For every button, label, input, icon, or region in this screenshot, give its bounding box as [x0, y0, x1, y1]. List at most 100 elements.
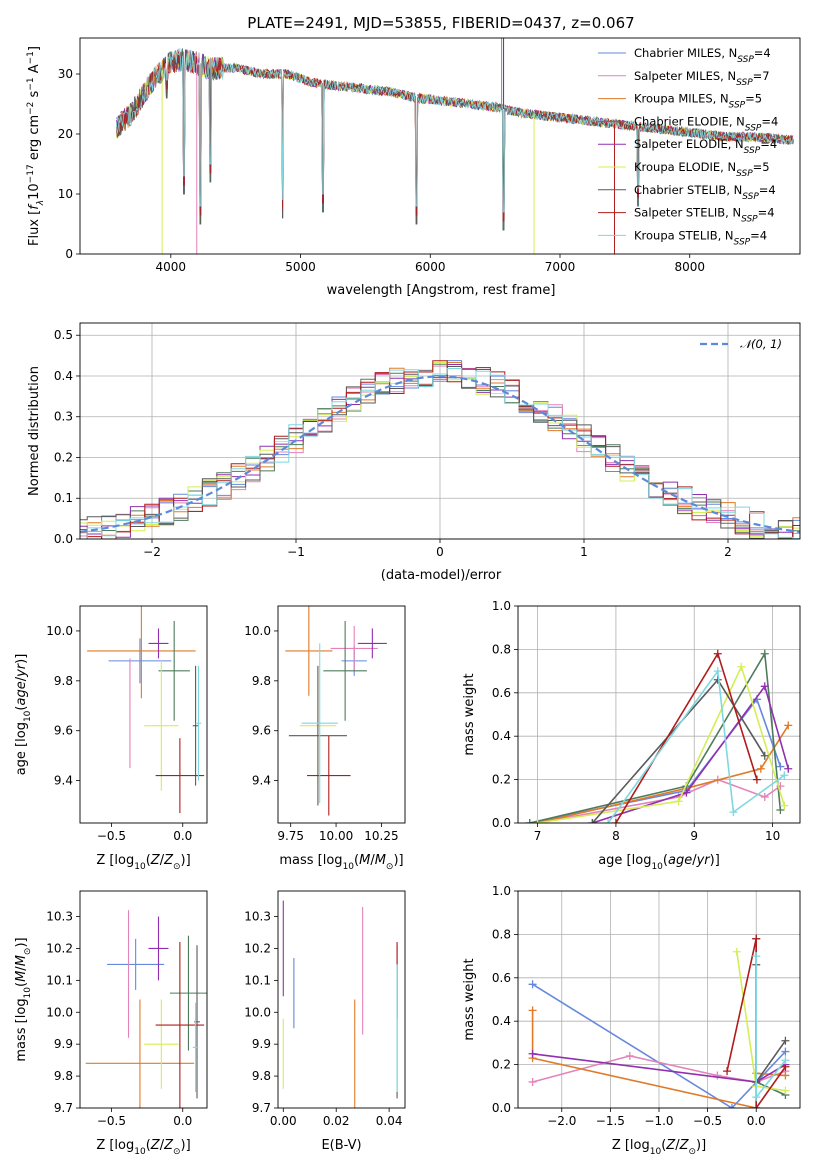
x-tick-label: 8 — [612, 829, 620, 843]
legend-entry: 𝒩(0, 1) — [740, 337, 782, 351]
label-part: / — [692, 853, 697, 868]
y-tick-label: 9.9 — [252, 1037, 271, 1051]
label-part: erg cm — [27, 115, 42, 164]
label-part: M — [14, 955, 29, 966]
legend-entry: Salpeter ELODIE, NSSP=4 — [634, 137, 777, 156]
label-part: =4 — [760, 137, 777, 151]
label-part: ] — [27, 46, 42, 51]
x-tick-label: 0 — [436, 545, 444, 559]
legend-entry: Chabrier ELODIE, NSSP=4 — [634, 114, 778, 133]
figure-title: PLATE=2491, MJD=53855, FIBERID=0437, z=0… — [247, 14, 634, 32]
y-tick-label: 0.2 — [492, 1058, 511, 1072]
label-part: =4 — [761, 114, 778, 128]
y-tick-label: 0.3 — [54, 410, 73, 424]
y-tick-label: 10.0 — [244, 624, 271, 638]
x-tick-label: −0.5 — [97, 1114, 126, 1128]
label-part: / — [160, 1138, 165, 1153]
spectrum-axes: 4000 5000 6000 7000 8000 0 10 20 30 wavelength [A… — [26, 37, 801, 298]
label-part: Z [log — [96, 1138, 134, 1153]
y-tick-label: 10.0 — [46, 1005, 73, 1019]
weight-marker — [781, 1047, 790, 1056]
weight-marker — [732, 947, 741, 956]
x-axis-label: E(B-V) — [321, 1138, 361, 1153]
y-tick-label: 1.0 — [492, 884, 511, 898]
label-part: ⊙ — [688, 1147, 696, 1157]
x-tick-label: 4000 — [156, 260, 187, 274]
y-tick-label: 10.2 — [244, 941, 271, 955]
label-part: s — [27, 90, 42, 101]
label-part: mass [log — [279, 853, 342, 868]
weight-marker — [781, 1071, 790, 1080]
label-part: yr — [696, 853, 712, 868]
legend-entry: Chabrier STELIB, NSSP=4 — [634, 183, 776, 202]
spectrum-line — [115, 47, 794, 213]
label-part: E(B-V) — [321, 1138, 361, 1153]
weight-marker — [713, 649, 722, 658]
y-tick-label: 9.8 — [252, 674, 271, 688]
label-part: f — [27, 203, 42, 210]
weight-marker — [528, 1049, 537, 1058]
y-tick-label: 0.8 — [492, 927, 511, 941]
weight-marker — [776, 762, 785, 771]
y-axis-label: mass [log10(M/M⊙)] — [14, 937, 33, 1061]
legend-entry: Kroupa ELODIE, NSSP=5 — [634, 160, 770, 179]
x-tick-label: 0.0 — [747, 1114, 766, 1128]
weight-marker — [760, 792, 769, 801]
weight-marker — [525, 819, 534, 823]
label-part: 10 — [651, 862, 663, 872]
y-tick-label: 30 — [58, 67, 73, 81]
label-part: ( — [14, 706, 29, 711]
weight-marker — [727, 1104, 736, 1108]
plot-area — [80, 360, 800, 539]
label-part: Z — [665, 1138, 676, 1153]
label-part: 10 — [23, 710, 33, 722]
legend-entry: Salpeter MILES, NSSP=7 — [634, 69, 770, 88]
label-part: SSP — [737, 55, 754, 65]
y-tick-label: 0.2 — [54, 450, 73, 464]
legend-entry: Kroupa MILES, NSSP=5 — [634, 92, 762, 111]
label-part: Flux [ — [27, 210, 42, 246]
label-part: )] — [696, 1138, 706, 1153]
label-part: )] — [181, 853, 191, 868]
label-part: M — [359, 853, 370, 868]
y-tick-label: 0.6 — [492, 971, 511, 985]
x-axis-label: Z [log10(Z/Z⊙)] — [96, 853, 190, 872]
label-part: Kroupa MILES, N — [634, 92, 729, 106]
label-part: ( — [146, 1138, 151, 1153]
weight-marker — [713, 1071, 722, 1080]
x-tick-label: 1 — [580, 545, 588, 559]
weight-marker — [723, 1067, 732, 1076]
label-part: Salpeter STELIB, N — [634, 206, 741, 220]
x-axis-label: mass [log10(M/M⊙)] — [279, 853, 403, 872]
label-part: SSP — [734, 237, 751, 247]
label-part: 10 — [27, 183, 42, 200]
label-part: =4 — [750, 228, 767, 242]
weight-marker — [682, 788, 691, 797]
weight-marker — [588, 819, 597, 823]
weight-marker — [756, 764, 765, 773]
plot-area — [525, 649, 793, 823]
label-part: −1 — [26, 51, 36, 64]
y-tick-label: 9.8 — [54, 674, 73, 688]
x-axis-label: Z [log10(Z/Z⊙)] — [96, 1138, 190, 1157]
x-axis-label: Z [log10(Z/Z⊙)] — [612, 1138, 706, 1157]
plot-area — [115, 38, 794, 254]
weight-marker — [760, 649, 769, 658]
label-part: / — [14, 966, 29, 971]
label-part: M — [375, 853, 386, 868]
label-part: SSP — [745, 123, 762, 133]
plot-area — [285, 606, 387, 816]
label-part: age [log — [598, 853, 651, 868]
label-part: Z — [163, 853, 174, 868]
x-tick-label: 8000 — [674, 260, 705, 274]
y-tick-label: 10.0 — [244, 1005, 271, 1019]
label-part: Chabrier MILES, N — [634, 46, 737, 60]
x-tick-label: 2 — [724, 545, 732, 559]
y-tick-label: 10.0 — [46, 624, 73, 638]
weight-marker — [780, 771, 789, 780]
weight-marker — [713, 667, 722, 676]
x-tick-label: 7 — [534, 829, 542, 843]
y-tick-label: 0.1 — [54, 491, 73, 505]
